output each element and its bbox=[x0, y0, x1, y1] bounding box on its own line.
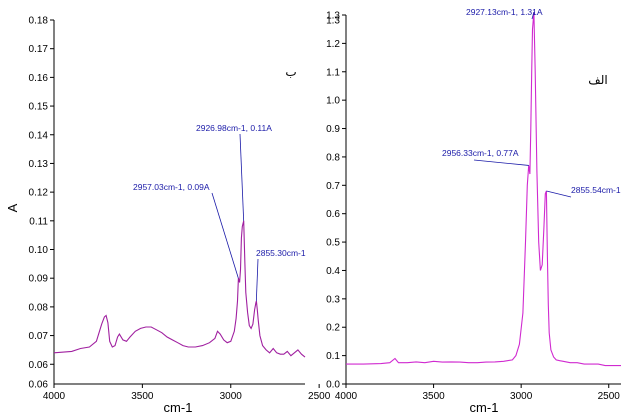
x-tick-label: 3000 bbox=[510, 391, 533, 402]
y-tick-label: 0.9 bbox=[326, 124, 340, 135]
y-ticks: 0.0 0.1 0.2 0.3 0.4 0.5 0.6 0.7 0.8 0.9 1.0 1.1 1.2 1… bbox=[326, 11, 346, 391]
y-tick-label: 0.8 bbox=[326, 152, 340, 163]
y-axis-title: A bbox=[5, 203, 20, 212]
y-tick-label: 0.06 bbox=[29, 360, 49, 371]
y-tick-label: 0.12 bbox=[29, 188, 49, 199]
x-tick-label: 3500 bbox=[131, 391, 154, 402]
y-tick-label: 0.3 bbox=[326, 294, 340, 305]
x-tick-label: 2500 bbox=[598, 391, 621, 402]
peak-annotation-label: 2957.03cm-1, 0.09A bbox=[133, 182, 210, 192]
y-tick-label: 0.17 bbox=[29, 44, 49, 55]
x-tick-label: 2500 bbox=[308, 391, 331, 402]
y-tick-label: 1.0 bbox=[326, 96, 340, 107]
peak-annotation-label: 2855.30cm-1 bbox=[256, 248, 306, 258]
x-axis-title: cm-1 bbox=[164, 400, 193, 414]
y-ticks: 0.06 0.07 0.08 0.09 0.10 0.11 0.12 0.13 0.14 0.15… bbox=[29, 16, 54, 391]
y-tick-label: 0.6 bbox=[326, 209, 340, 220]
y-tick-label: 0.16 bbox=[29, 73, 49, 84]
y-tick-label: 0.18 bbox=[29, 16, 49, 27]
y-tick-label: 1.3 bbox=[326, 11, 340, 22]
x-ticks: 4000 3500 3000 2500 bbox=[43, 384, 331, 402]
y-tick-label: 0.11 bbox=[29, 216, 48, 227]
y-tick-label: 0.07 bbox=[29, 331, 49, 342]
series-line bbox=[346, 12, 621, 367]
y-tick-label: 0.10 bbox=[29, 245, 49, 256]
y-tick-label: 0.09 bbox=[29, 274, 49, 285]
peak-annotations: 2926.98cm-1, 0.11A 2957.03cm-1, 0.09A 2855… bbox=[133, 123, 306, 302]
y-tick-label: 0.08 bbox=[29, 302, 49, 313]
y-tick-label: 1.2 bbox=[326, 39, 340, 50]
x-tick-label: 3000 bbox=[220, 391, 243, 402]
y-tick-label: 1.1 bbox=[326, 67, 340, 78]
y-tick-label: 0.0 bbox=[326, 380, 340, 391]
y-tick-label: 0.1 bbox=[326, 351, 340, 362]
peak-annotation-label: 2956.33cm-1, 0.77A bbox=[442, 148, 519, 158]
annotation-leader-line bbox=[255, 258, 259, 302]
panel-label-b: ب bbox=[285, 65, 296, 79]
y-tick-label: 0.7 bbox=[326, 181, 340, 192]
annotation-leader-line bbox=[546, 190, 572, 198]
y-tick-label: 1.3 bbox=[326, 16, 340, 27]
spectrum-panel-alef: 0.0 0.1 0.2 0.3 0.4 0.5 0.6 0.7 0.8 0.9 1.0 1.1 1.2 1… bbox=[326, 7, 621, 414]
spectrum-panel-b: 0.06 0.07 0.08 0.09 0.10 0.11 0.12 0.13 0.14 0.15… bbox=[5, 16, 331, 414]
x-tick-label: 4000 bbox=[335, 391, 358, 402]
x-tick-label: 4000 bbox=[43, 391, 66, 402]
y-tick-label: 0.4 bbox=[326, 266, 340, 277]
y-tick-label: 0.2 bbox=[326, 323, 340, 334]
y-tick-label: 0.5 bbox=[326, 238, 340, 249]
y-tick-label: 0.15 bbox=[29, 102, 49, 113]
peak-annotation-label: 2855.54cm-1 bbox=[571, 185, 621, 195]
annotation-leader-line bbox=[473, 159, 529, 166]
y-tick-label: 0.13 bbox=[29, 159, 49, 170]
y-tick-label: 0.06 bbox=[29, 380, 49, 391]
series-line bbox=[53, 220, 306, 358]
peak-annotations: 2927.13cm-1, 1.31A 2956.33cm-1, 0.77A 2855… bbox=[442, 7, 621, 198]
peak-annotation-label: 2927.13cm-1, 1.31A bbox=[466, 7, 543, 17]
annotation-leader-line bbox=[211, 192, 239, 279]
annotation-leader-line bbox=[531, 12, 535, 20]
annotation-leader-line bbox=[239, 133, 245, 221]
x-tick-label: 3500 bbox=[422, 391, 445, 402]
panel-label-alef: الف bbox=[588, 73, 607, 87]
peak-annotation-label: 2926.98cm-1, 0.11A bbox=[196, 123, 272, 133]
x-axis-title: cm-1 bbox=[470, 400, 499, 414]
y-tick-label: 0.14 bbox=[29, 130, 49, 141]
x-ticks: 4000 3500 3000 2500 bbox=[335, 384, 620, 402]
